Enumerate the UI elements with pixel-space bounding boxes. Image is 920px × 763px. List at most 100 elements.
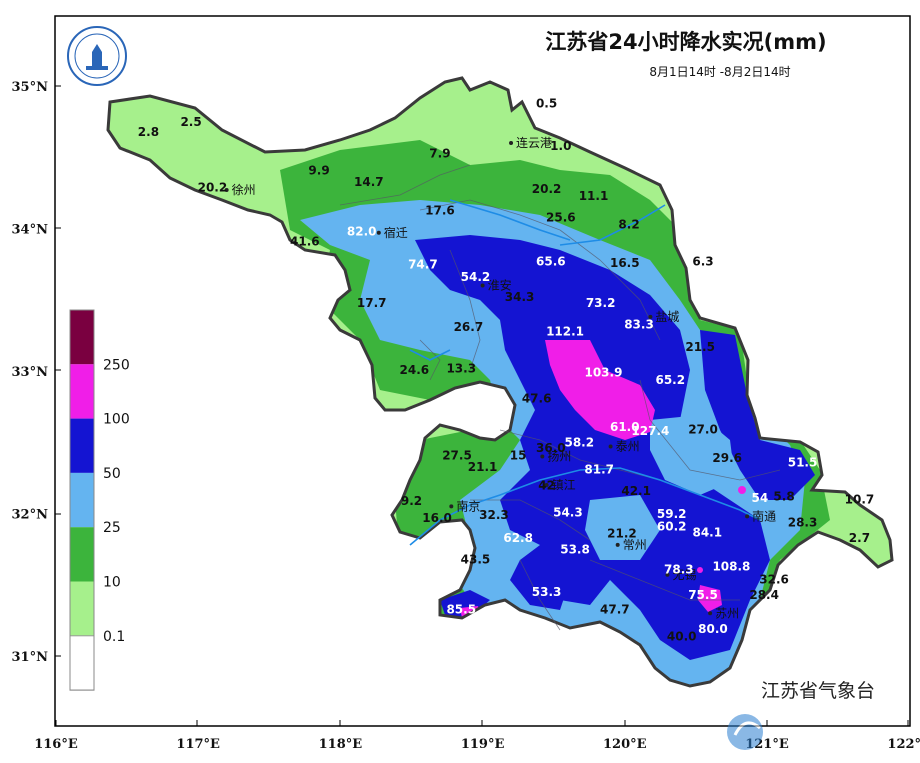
station-value: 83.3 [624,317,654,331]
city-marker [745,514,750,519]
city-marker [648,314,653,319]
city-marker [544,483,549,487]
station-value: 1.0 [550,139,571,153]
station-value: 51.5 [788,455,818,469]
station-value: 6.3 [692,255,713,269]
legend-level: 100 [103,412,130,428]
station-value: 2.5 [180,115,201,129]
station-value: 54.2 [461,270,491,284]
legend-swatch [70,472,94,528]
station-value: 42.1 [621,484,651,498]
city-name: 南通 [752,508,776,523]
meteorological-logo [67,26,127,86]
lat-label: 35°N [12,80,49,95]
legend-swatch [70,418,94,473]
map-subtitle: 8月1日14时 -8月2日14时 [649,65,790,79]
station-value: 27.5 [442,448,472,462]
legend-level: 25 [103,520,121,536]
city-name: 扬州 [547,449,571,464]
station-value: 28.3 [788,515,818,529]
city-name: 连云港 [516,135,552,150]
station-value: 21.2 [607,527,637,541]
station-value: 27.0 [688,423,718,437]
station-value: 20.2 [532,182,562,196]
legend-swatch [70,364,94,419]
station-value: 59.2 [657,507,687,521]
station-value: 42 [538,478,555,492]
city-boundaries [339,164,781,631]
station-value: 13.3 [446,361,476,375]
watermark-logo [727,714,763,750]
station-value: 108.8 [712,560,750,574]
station-value: 75.5 [688,588,718,602]
station-value: 85.5 [446,602,476,616]
legend-swatch [70,310,94,365]
station-value: 61.0 [610,420,640,434]
station-value: 47.7 [600,602,630,616]
station-value: 28.4 [749,588,779,602]
lon-label: 116°E [34,737,78,752]
rivers [409,199,761,546]
lon-label: 117°E [176,737,220,752]
station-value: 21.1 [468,460,498,474]
legend-level: 10 [103,575,121,591]
city-marker [665,572,670,577]
lon-label: 120°E [603,737,647,752]
city-name: 常州 [623,538,647,552]
station-value: 32.6 [759,572,789,586]
station-value: 81.7 [584,463,614,477]
station-value: 47.6 [522,391,552,405]
station-value: 34.3 [505,290,535,304]
station-value: 80.0 [698,622,728,636]
station-value: 53.8 [560,542,590,556]
legend: 250 100 50 25 10 0.1 [69,309,130,691]
city-name: 苏州 [715,606,739,620]
city-marker [608,444,613,449]
city-marker [509,141,514,145]
station-value: 9.2 [401,494,422,508]
lat-label: 31°N [12,650,49,665]
city-name: 宿迁 [384,225,408,240]
station-value: 10.7 [845,493,875,507]
agency-name: 江苏省气象台 [761,680,875,702]
city-marker [449,504,454,509]
station-value: 36.0 [536,441,566,455]
station-value: 16.0 [422,511,452,525]
station-value: 60.2 [657,520,687,534]
station-value: 14.7 [354,175,384,189]
city-marker [224,188,229,193]
station-value: 78.3 [664,562,694,576]
lat-label: 32°N [12,508,49,523]
city-name: 南京 [456,498,480,513]
station-value: 2.7 [849,531,870,545]
station-value: 112.1 [546,324,584,338]
station-value: 54 [752,491,769,505]
city-name: 淮安 [488,278,512,293]
legend-swatch [69,635,95,691]
station-value: 41.6 [290,235,320,249]
city-marker [480,283,485,288]
city-marker [376,230,381,235]
station-value: 20.2 [198,180,228,194]
station-value: 5.8 [773,490,794,504]
station-value: 25.6 [546,210,576,224]
station-value: 62.8 [503,531,533,545]
city-name: 泰州 [616,440,640,454]
station-value: 103.9 [584,366,622,380]
station-value: 15 [510,448,527,462]
station-value: 53.3 [532,585,562,599]
station-value: 58.2 [564,436,594,450]
legend-level: 0.1 [103,629,125,645]
city-name: 无锡 [672,567,696,582]
station-value: 84.1 [692,525,722,539]
station-value: 127.4 [631,424,669,438]
province-border [106,76,894,688]
station-value: 16.5 [610,256,640,270]
station-value: 65.6 [536,255,566,269]
station-value: 2.8 [138,125,159,139]
legend-swatch [70,527,94,582]
station-value: 29.6 [712,451,742,465]
